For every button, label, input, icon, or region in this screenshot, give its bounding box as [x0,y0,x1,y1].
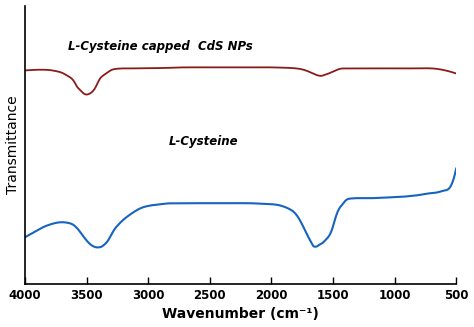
X-axis label: Wavenumber (cm⁻¹): Wavenumber (cm⁻¹) [162,307,319,321]
Text: L-Cysteine capped  CdS NPs: L-Cysteine capped CdS NPs [68,40,253,53]
Y-axis label: Transmittance: Transmittance [6,95,19,194]
Text: L-Cysteine: L-Cysteine [169,135,238,148]
